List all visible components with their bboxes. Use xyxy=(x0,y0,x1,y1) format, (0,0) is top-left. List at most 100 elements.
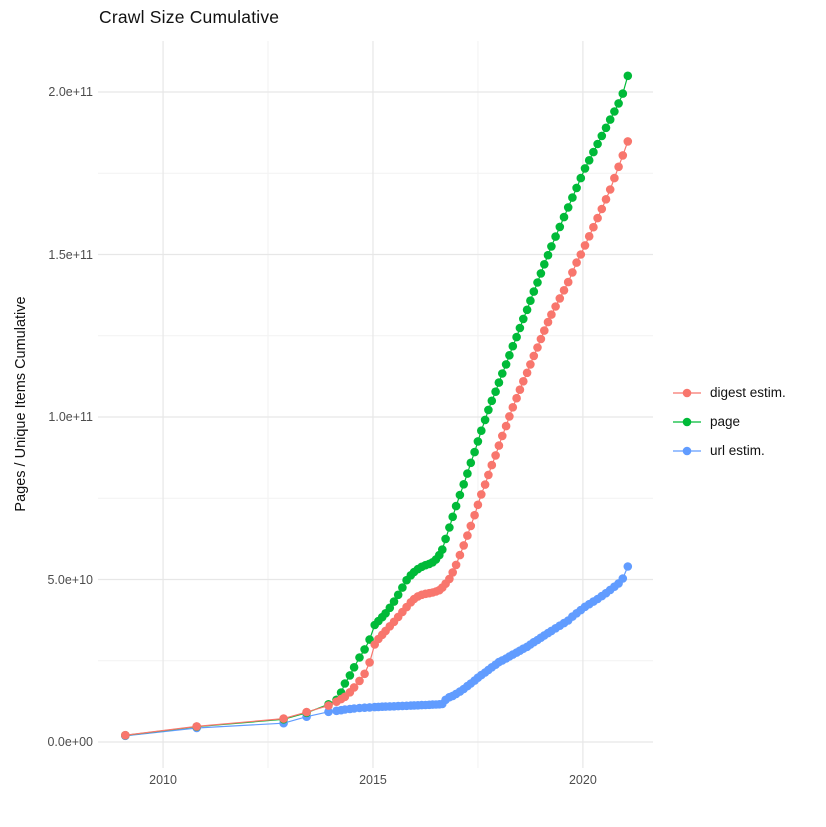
data-point xyxy=(451,560,461,570)
data-point xyxy=(576,173,586,183)
data-point xyxy=(623,137,633,146)
data-point xyxy=(515,323,525,333)
data-point xyxy=(279,714,288,723)
data-point xyxy=(555,222,565,232)
data-point xyxy=(463,469,472,478)
data-point xyxy=(526,296,535,305)
data-point xyxy=(487,460,497,470)
data-point xyxy=(494,441,504,450)
data-point xyxy=(515,385,525,395)
data-point xyxy=(324,707,333,717)
data-point xyxy=(393,590,403,600)
data-point xyxy=(365,658,374,667)
data-point xyxy=(498,431,507,441)
data-point xyxy=(324,701,333,710)
data-point xyxy=(501,421,511,431)
x-tick-label: 2010 xyxy=(149,773,177,787)
data-point xyxy=(473,500,483,510)
legend: digest estim. page url estim. xyxy=(672,378,786,465)
data-point xyxy=(576,250,586,259)
data-point xyxy=(597,131,607,141)
legend-key-icon xyxy=(673,388,701,397)
series-digest-estim xyxy=(121,137,633,740)
data-point xyxy=(484,405,493,415)
data-point xyxy=(508,403,518,412)
data-point xyxy=(398,583,407,592)
data-point xyxy=(547,242,556,251)
data-point xyxy=(555,294,565,303)
data-point xyxy=(540,260,549,269)
data-point xyxy=(477,426,486,436)
data-point xyxy=(559,286,569,295)
data-point xyxy=(448,512,458,522)
data-point xyxy=(610,107,619,116)
x-tick-label: 2015 xyxy=(359,773,387,787)
data-point xyxy=(505,412,514,421)
legend-key-point xyxy=(682,417,692,426)
legend-label: page xyxy=(710,414,741,429)
y-tick-label: 2.0e+11 xyxy=(48,85,93,100)
data-point xyxy=(623,562,633,571)
data-point xyxy=(540,326,549,335)
data-point xyxy=(572,183,581,193)
data-point xyxy=(355,653,364,662)
legend-key-point xyxy=(682,446,692,455)
data-point xyxy=(601,123,611,133)
legend-item-url-estim: url estim. xyxy=(672,436,786,465)
data-point xyxy=(563,203,573,212)
data-point xyxy=(494,378,504,387)
data-point xyxy=(533,343,542,352)
data-point xyxy=(498,369,507,378)
data-point xyxy=(519,314,528,324)
data-point xyxy=(589,222,598,232)
data-point xyxy=(584,232,594,241)
data-point xyxy=(459,480,469,489)
data-point xyxy=(512,393,521,403)
data-point xyxy=(563,277,573,287)
data-point xyxy=(584,156,594,165)
data-point xyxy=(473,437,483,446)
data-point xyxy=(597,204,607,214)
data-point xyxy=(559,212,569,222)
legend-label: digest estim. xyxy=(710,385,786,400)
data-point xyxy=(572,258,581,267)
data-point xyxy=(536,334,546,344)
data-point xyxy=(501,360,511,369)
data-point xyxy=(605,185,615,194)
data-point xyxy=(360,669,369,679)
data-point xyxy=(121,730,130,740)
y-tick-label: 1.5e+11 xyxy=(48,247,93,262)
data-point xyxy=(580,241,590,250)
data-point xyxy=(614,162,623,172)
data-point xyxy=(605,115,615,124)
data-point xyxy=(445,574,454,584)
data-point xyxy=(192,722,201,731)
data-point xyxy=(463,531,472,540)
data-point xyxy=(355,676,364,686)
data-point xyxy=(529,287,539,296)
x-tick-label: 2020 xyxy=(568,773,597,787)
data-point xyxy=(529,351,539,361)
data-point xyxy=(519,377,528,386)
data-point xyxy=(477,490,486,499)
data-point xyxy=(459,541,469,550)
data-point xyxy=(466,521,476,531)
data-point xyxy=(484,470,493,480)
data-point xyxy=(623,71,633,81)
data-point xyxy=(593,139,602,149)
data-point xyxy=(491,387,500,397)
data-point xyxy=(547,310,556,319)
data-point xyxy=(610,173,619,183)
data-point xyxy=(512,332,521,342)
data-point xyxy=(593,213,602,223)
data-point xyxy=(551,232,560,241)
legend-item-page: page xyxy=(672,407,786,436)
data-point xyxy=(568,268,577,277)
data-point xyxy=(451,501,461,511)
data-point xyxy=(551,302,560,311)
data-point xyxy=(480,415,490,425)
data-point xyxy=(522,368,532,378)
data-point xyxy=(445,523,454,532)
series-page xyxy=(121,71,633,740)
